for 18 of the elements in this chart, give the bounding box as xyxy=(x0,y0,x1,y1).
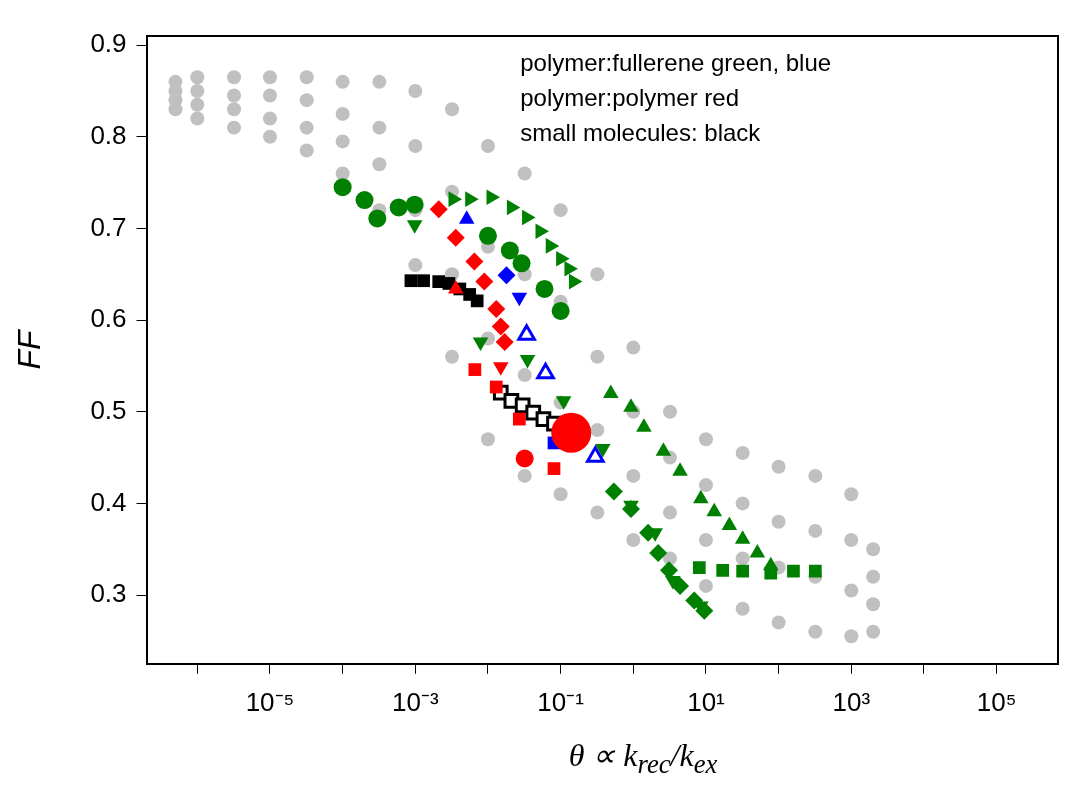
y-tick-label: 0.6 xyxy=(90,303,127,334)
y-tick-label: 0.4 xyxy=(90,486,127,517)
annotation: polymer:fullerene green, blue xyxy=(520,48,832,76)
y-tick-label: 0.8 xyxy=(90,119,127,150)
y-tick-label: 0.9 xyxy=(90,28,127,59)
x-tick-label: 10³ xyxy=(832,686,871,717)
y-tick-label: 0.3 xyxy=(90,578,127,609)
annotation: small molecules: black xyxy=(520,118,762,146)
x-tick-label: 10⁵ xyxy=(976,686,1017,717)
y-tick-label: 0.7 xyxy=(90,211,127,242)
x-tick-label: 10⁻³ xyxy=(392,686,439,717)
x-tick-label: 10⁻⁵ xyxy=(245,686,295,717)
x-tick-label: 10¹ xyxy=(687,686,726,717)
annotation: polymer:polymer red xyxy=(520,83,739,111)
y-tick-label: 0.5 xyxy=(90,394,127,425)
y-axis-title: FF xyxy=(11,327,48,370)
x-tick-label: 10⁻¹ xyxy=(537,686,585,717)
x-axis-title: θ ∝ k$_{rec}$/k$_{ex}$ xyxy=(567,736,719,781)
